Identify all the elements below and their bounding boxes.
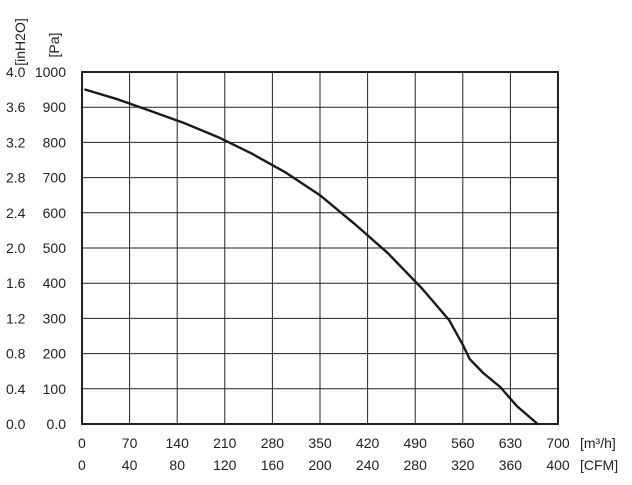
y-ticks-pa: 0.0 100 200 300 400 500 600 700 800 900 1000 bbox=[35, 64, 66, 432]
y-tick-inh2o: 2.4 bbox=[6, 205, 26, 221]
y-tick-pa: 0.0 bbox=[47, 416, 67, 432]
x-tick-cfm: 320 bbox=[451, 457, 475, 473]
x-tick-cfm: 40 bbox=[122, 457, 138, 473]
x-ticks-m3h: 0 70 140 210 280 350 420 490 560 630 700 bbox=[78, 435, 570, 451]
x-ticks-cfm: 0 40 80 120 160 200 240 280 320 360 400 bbox=[78, 457, 570, 473]
x-tick-m3h: 0 bbox=[78, 435, 86, 451]
y-tick-inh2o: 1.6 bbox=[6, 275, 26, 291]
pressure-curve bbox=[84, 88, 539, 426]
y-tick-inh2o: 4.0 bbox=[6, 64, 26, 80]
plot-frame bbox=[81, 71, 559, 425]
y-ticks-inh2o: 0.0 0.4 0.8 1.2 1.6 2.0 2.4 2.8 3.2 3.6 4.0 bbox=[6, 64, 26, 432]
y-tick-pa: 100 bbox=[43, 381, 67, 397]
x-tick-cfm: 280 bbox=[404, 457, 428, 473]
y-tick-pa: 800 bbox=[43, 134, 67, 150]
y-tick-inh2o: 2.8 bbox=[6, 170, 26, 186]
y-tick-pa: 200 bbox=[43, 346, 67, 362]
y-tick-inh2o: 2.0 bbox=[6, 240, 26, 256]
y-tick-pa: 500 bbox=[43, 240, 67, 256]
x-tick-cfm: 80 bbox=[169, 457, 185, 473]
x-tick-cfm: 120 bbox=[213, 457, 237, 473]
y-tick-inh2o: 0.4 bbox=[6, 381, 26, 397]
x-tick-m3h: 420 bbox=[356, 435, 380, 451]
grid-lines bbox=[82, 72, 558, 424]
x-tick-cfm: 160 bbox=[261, 457, 285, 473]
x-tick-cfm: 240 bbox=[356, 457, 380, 473]
x-tick-m3h: 210 bbox=[213, 435, 237, 451]
x-tick-m3h: 560 bbox=[451, 435, 475, 451]
y-tick-pa: 900 bbox=[43, 99, 67, 115]
x-tick-cfm: 360 bbox=[499, 457, 523, 473]
y-tick-pa: 1000 bbox=[35, 64, 66, 80]
y-tick-inh2o: 3.6 bbox=[6, 99, 26, 115]
y-tick-inh2o: 0.8 bbox=[6, 346, 26, 362]
y-tick-pa: 300 bbox=[43, 310, 67, 326]
x-tick-m3h: 280 bbox=[261, 435, 285, 451]
y-tick-pa: 600 bbox=[43, 205, 67, 221]
x-tick-m3h: 630 bbox=[499, 435, 523, 451]
x-tick-m3h: 140 bbox=[166, 435, 190, 451]
y-unit-pa: [Pa] bbox=[46, 33, 62, 58]
y-tick-inh2o: 0.0 bbox=[6, 416, 26, 432]
x-tick-m3h: 70 bbox=[122, 435, 138, 451]
x-unit-m3h: [m³/h] bbox=[580, 435, 616, 451]
x-tick-cfm: 200 bbox=[308, 457, 332, 473]
x-tick-m3h: 490 bbox=[404, 435, 428, 451]
y-tick-inh2o: 1.2 bbox=[6, 310, 26, 326]
x-unit-cfm: [CFM] bbox=[580, 457, 618, 473]
x-tick-cfm: 400 bbox=[546, 457, 570, 473]
y-tick-inh2o: 3.2 bbox=[6, 134, 26, 150]
y-tick-pa: 400 bbox=[43, 275, 67, 291]
y-unit-inh2o: [inH2O] bbox=[12, 18, 28, 65]
x-tick-m3h: 350 bbox=[308, 435, 332, 451]
x-tick-m3h: 700 bbox=[546, 435, 570, 451]
y-tick-pa: 700 bbox=[43, 170, 67, 186]
x-tick-cfm: 0 bbox=[78, 457, 86, 473]
